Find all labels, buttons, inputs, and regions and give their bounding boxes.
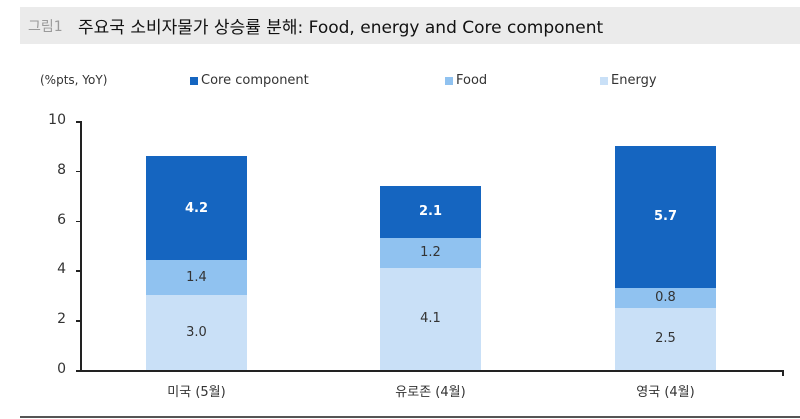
legend-swatch-core-icon [190,76,198,85]
bar-value-label: 1.2 [420,245,441,261]
legend-item-core: Core component [190,73,309,88]
y-tick-mark [76,320,81,322]
figure-label: 그림1 [28,19,63,35]
bar-segment-core: 4.2 [146,155,247,261]
figure-title-bar: 그림1 주요국 소비자물가 상승률 분해: Food, energy and C… [20,7,800,44]
bar-segment-food: 1.2 [380,238,481,268]
y-tick-mark [76,370,81,372]
y-tick-label: 4 [57,261,66,278]
y-tick-label: 2 [57,311,66,328]
y-tick-mark [76,270,81,272]
bar-value-label: 3.0 [186,325,207,341]
bar-segment-food: 1.4 [146,260,247,296]
bar-segment-energy: 4.1 [380,267,481,370]
bar-segment-core: 5.7 [615,145,716,288]
bar-value-label: 4.2 [184,200,209,216]
legend-swatch-energy-icon [600,76,608,85]
legend-label-core: Core component [201,73,309,88]
x-axis-line [80,370,783,372]
bar-value-label: 2.1 [418,204,443,220]
bar-segment-core: 2.1 [380,185,481,239]
y-tick-mark [76,170,81,173]
y-axis-unit-label: (%pts, YoY) [40,73,108,87]
bar-value-label: 2.5 [655,331,676,347]
x-category-label: 영국 (4월) [636,385,695,400]
legend-label-food: Food [456,73,488,88]
bar-value-label: 4.1 [420,311,441,327]
bar-segment-energy: 2.5 [615,307,716,370]
y-tick-mark [76,121,81,123]
legend-item-food: Food [445,73,487,88]
y-tick-label: 8 [57,161,66,178]
bottom-rule [20,416,800,418]
bar-segment-energy: 3.0 [146,295,247,370]
x-axis-end-tick [782,370,784,376]
bar-segment-food: 0.8 [615,287,716,308]
y-tick-label: 6 [57,211,66,228]
legend-label-energy: Energy [611,73,657,88]
x-category-label: 미국 (5월) [167,385,226,400]
figure-title: 주요국 소비자물가 상승률 분해: Food, energy and Core … [78,18,604,38]
x-category-label: 유로존 (4월) [395,385,466,400]
y-tick-mark [76,220,81,223]
y-tick-label: 10 [48,112,66,128]
bar-value-label: 5.7 [653,209,678,225]
legend-swatch-food-icon [445,76,453,85]
bar-value-label: 0.8 [655,290,676,306]
y-axis-line [80,121,82,371]
y-tick-label: 0 [57,361,66,377]
bar-value-label: 1.4 [186,270,207,286]
legend-item-energy: Energy [600,73,657,88]
